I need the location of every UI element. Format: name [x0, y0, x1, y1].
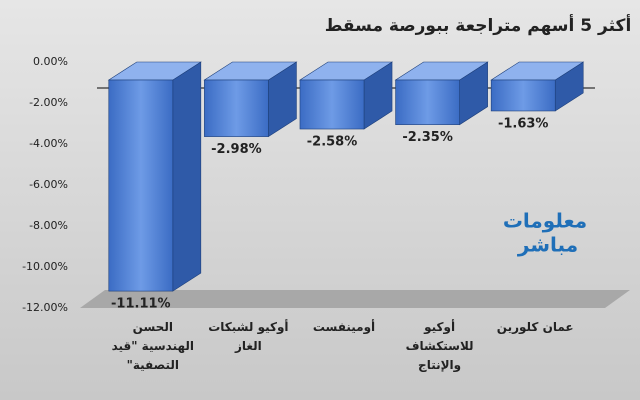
- logo-line: معلومات: [503, 209, 587, 233]
- floor: [80, 290, 630, 308]
- bar: [298, 61, 394, 130]
- bar: [203, 61, 298, 138]
- y-tick-label: -2.00%: [29, 96, 68, 109]
- bar-front: [395, 79, 460, 125]
- bar-side: [172, 61, 202, 292]
- value-label: -11.11%: [111, 297, 171, 312]
- x-tick-label: أوكيو لشبكات الغاز: [208, 320, 289, 353]
- y-tick-label: -4.00%: [29, 137, 68, 150]
- bar: [490, 61, 585, 112]
- y-tick-label: -12.00%: [22, 301, 68, 314]
- y-tick-label: -10.00%: [22, 260, 68, 273]
- y-tick-label: -6.00%: [29, 178, 68, 191]
- bar-front: [204, 79, 269, 137]
- y-tick-label: -8.00%: [29, 219, 68, 232]
- x-tick-label: الحسن الهندسية "قيد التصفية": [111, 320, 195, 372]
- bar-front: [490, 79, 556, 112]
- value-label: -2.58%: [307, 135, 358, 150]
- bar: [394, 61, 489, 126]
- value-label: -1.63%: [498, 116, 549, 131]
- value-label: -2.98%: [211, 142, 262, 157]
- bar: [107, 61, 202, 292]
- value-label: -2.35%: [402, 130, 453, 145]
- chart-title: أكثر 5 أسهم متراجعة ببورصة مسقط: [325, 14, 632, 36]
- y-tick-label: 0.00%: [33, 55, 68, 68]
- x-tick-label: أومينفست: [312, 320, 376, 334]
- bar-front: [299, 79, 365, 130]
- x-tick-label: أوكيو للاستكشاف والإنتاج: [405, 320, 474, 372]
- logo-line: مباشر: [517, 233, 578, 257]
- x-tick-label: عمان كلورين: [496, 320, 574, 334]
- bar-front: [108, 79, 174, 292]
